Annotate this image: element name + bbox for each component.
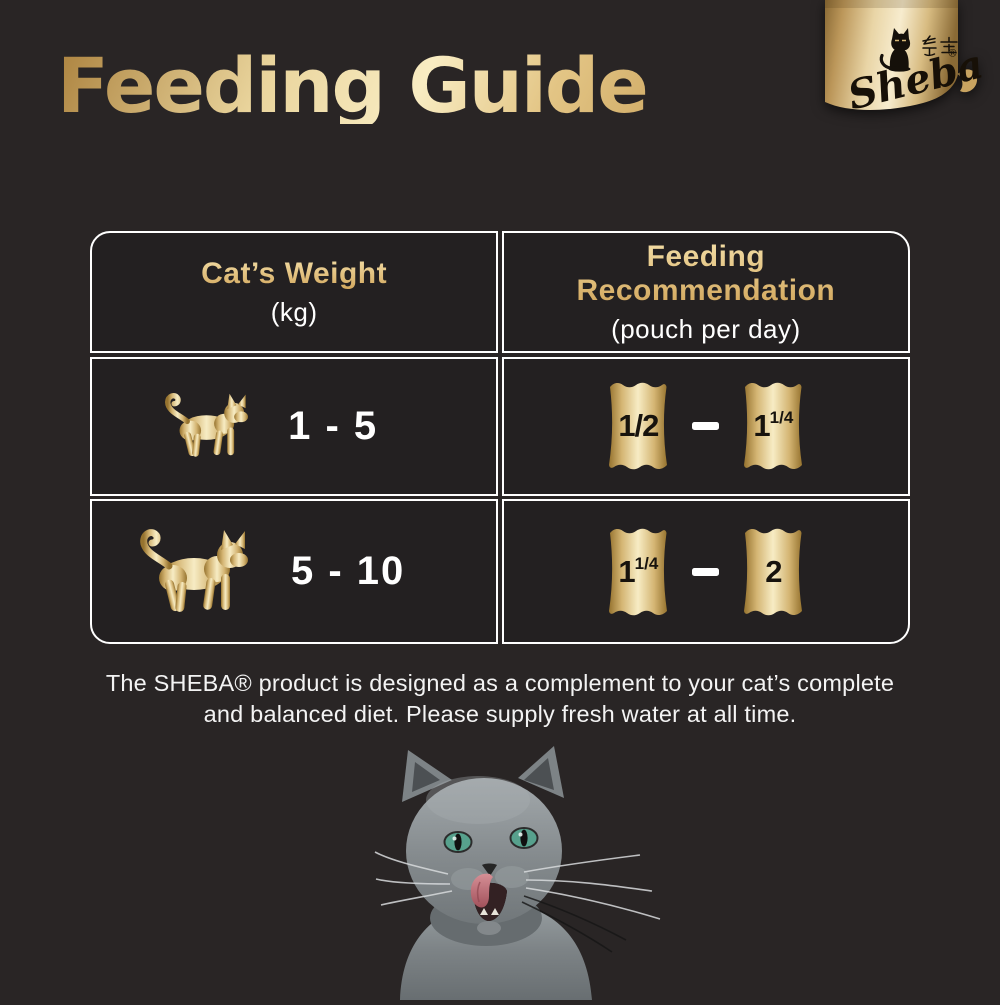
gray-cat-photo <box>372 738 722 1000</box>
range-dash <box>692 567 720 576</box>
header-cats-weight: Cat’s Weight (kg) <box>90 231 499 353</box>
weight-range: 1 - 5 <box>288 403 379 448</box>
range-dash <box>692 422 720 430</box>
table-row-1-recommendation: 1/2 1 1/4 <box>501 356 910 496</box>
walking-cat-icon <box>140 528 248 612</box>
sheba-logo: Sheba ® <box>815 0 988 140</box>
pouch-amount: 1 1/4 <box>753 408 794 443</box>
column-subtitle-weight: (kg) <box>270 296 318 327</box>
disclaimer-line-1: The SHEBA® product is designed as a comp… <box>105 670 895 696</box>
column-title-weight: Cat’s Weight <box>201 256 388 290</box>
disclaimer-line-2: and balanced diet. Please supply fresh w… <box>203 701 797 727</box>
table-row-1-weight: 1 - 5 <box>90 356 499 496</box>
logo-ribbon-curl <box>958 69 978 93</box>
page-title: Feeding Guide <box>57 48 757 124</box>
pouch-amount: 1 1/4 <box>618 553 659 589</box>
feeding-table: Cat’s Weight (kg) Feeding Recommendation… <box>90 231 910 644</box>
cat-eyes <box>443 827 539 853</box>
header-feeding-recommendation: Feeding Recommendation (pouch per day) <box>501 231 910 353</box>
table-row-2-weight: 5 - 10 <box>90 499 499 644</box>
disclaimer-text: The SHEBA® product is designed as a comp… <box>0 668 1000 730</box>
column-title-recommendation: Feeding Recommendation <box>546 240 866 308</box>
sitting-cat-silhouette <box>879 28 911 72</box>
pouch-amount: 1/2 <box>618 408 659 443</box>
walking-cat-icon <box>165 393 249 457</box>
pouch-icon: 1 1/4 <box>740 380 806 472</box>
column-subtitle-recommendation: (pouch per day) <box>611 313 801 344</box>
cat-whiskers <box>374 851 661 920</box>
pouch-icon: 2 <box>740 526 806 618</box>
weight-range: 5 - 10 <box>290 549 406 593</box>
pouch-amount: 2 <box>765 553 782 589</box>
logo-registered-mark: ® <box>947 47 958 61</box>
table-row-2-recommendation: 1 1/4 2 <box>501 499 910 644</box>
pouch-icon: 1/2 <box>605 380 671 472</box>
logo-chinese-characters <box>922 35 958 57</box>
pouch-icon: 1 1/4 <box>605 526 671 618</box>
